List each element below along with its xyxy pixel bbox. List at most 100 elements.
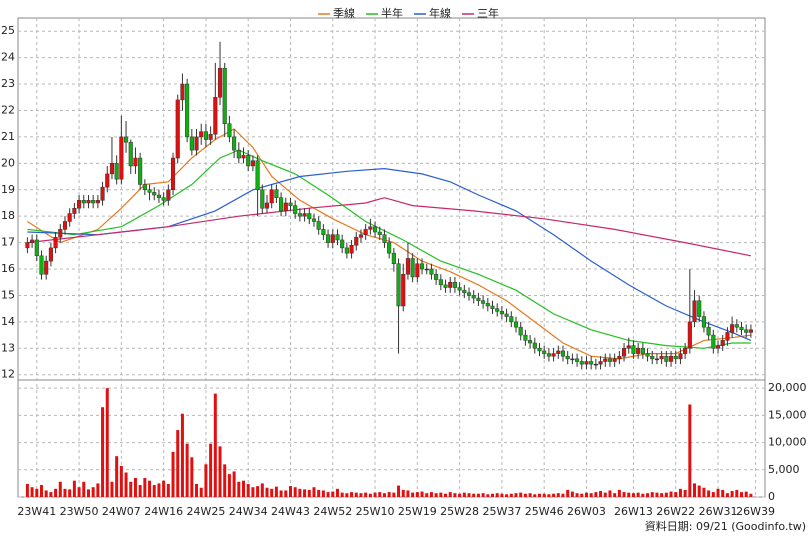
volume-bar [345,493,349,497]
candle-body [152,192,157,196]
volume-bar [693,483,697,497]
y-tick-label: 22 [1,103,15,116]
volume-bar [566,489,570,497]
volume-bar [448,492,452,497]
volume-bar [552,493,556,497]
candle-body [217,67,223,98]
candle-body [654,358,659,361]
x-tick-label: 25W10 [356,505,395,518]
volume-bar [495,493,499,497]
volume-bar [368,493,372,497]
candle-body [556,350,561,354]
volume-bar [509,493,513,497]
candle-body [664,355,669,362]
volume-bar [317,489,321,497]
volume-bar [307,489,311,497]
volume-bar [378,492,382,497]
candle-body [612,358,617,362]
volume-bar [242,480,246,497]
volume-bar [664,492,668,497]
candle-body [208,134,213,140]
volume-bar [453,493,457,497]
candle-body [598,361,603,365]
volume-bar [171,451,175,497]
candle-body [269,189,274,204]
candle-body [293,205,298,214]
volume-bar [514,493,518,497]
volume-bar [133,477,137,497]
volume-bar [256,486,260,497]
candle-body [260,189,265,209]
candle-body [405,258,410,275]
volume-bar [115,456,119,497]
candle-body [396,263,401,307]
candle-body [95,200,100,204]
volume-bar [528,493,532,497]
volume-bar [359,493,363,497]
candle-body [180,83,185,101]
x-tick-label: 25W28 [440,505,479,518]
volume-bar [96,483,100,497]
volume-bar [678,488,682,497]
candle-body [622,348,627,357]
volume-bar [326,492,330,497]
volume-bar [594,492,598,497]
volume-bar [617,489,621,497]
volume-bar [491,493,495,497]
volume-bar [63,488,67,497]
candle-body [264,202,270,209]
candle-body [199,131,204,138]
candle-body [523,334,528,341]
volume-bar [740,492,744,497]
volume-bar [209,443,213,497]
candle-body [706,326,711,336]
candle-body [424,268,429,271]
volume-bar [669,491,673,497]
candle-body [232,136,237,151]
volume-bar [105,388,109,497]
y-tick-label: 19 [1,183,15,196]
candle-body [119,136,124,180]
candle-body [513,321,519,328]
candle-body [579,361,584,365]
x-tick-label: 26W22 [656,505,695,518]
candle-body [297,213,302,217]
candle-body [316,221,321,230]
volume-bar [434,493,438,497]
volume-bar [166,483,170,497]
candle-body [584,361,589,365]
volume-bar [232,471,236,497]
candle-body [373,226,378,233]
candle-body [471,295,476,299]
volume-bar [148,480,152,497]
candle-body [673,355,678,360]
candle-body [631,345,636,354]
volume-bar [54,488,58,497]
candle-body [560,350,566,357]
volume-bar [373,492,377,497]
volume-bar [185,443,189,497]
volume-bar [82,481,86,497]
volume-bar [523,493,527,497]
candle-body [537,348,542,352]
volume-bar [86,489,90,497]
y-tick-label: 13 [1,341,15,354]
candle-body [161,197,166,201]
y-tick-label: 23 [1,77,15,90]
candle-body [166,189,171,201]
candle-body [109,163,115,175]
candle-body [39,255,44,275]
volume-bar [354,492,358,497]
candle-body [575,358,580,362]
volume-bar [500,493,504,497]
volume-bar [561,493,565,497]
volume-bar [570,491,574,497]
candle-body [499,311,504,315]
candle-body [715,345,721,349]
ma-line [27,167,752,341]
candle-body [589,361,594,365]
candle-body [725,332,730,341]
volume-bar [580,493,584,497]
candle-body [100,186,105,201]
candle-body [542,350,547,354]
